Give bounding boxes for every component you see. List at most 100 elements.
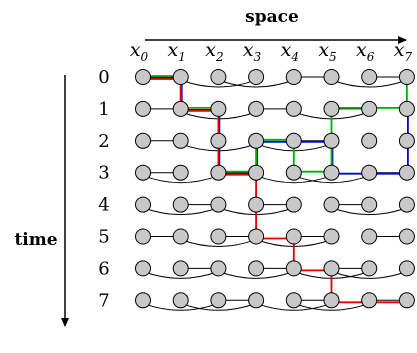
arc-edge	[331, 270, 408, 279]
grid-node	[398, 260, 415, 277]
grid-node	[210, 260, 227, 277]
grid-node	[172, 69, 189, 85]
column-labels: x0 x1 x2 x3 x4 x5 x6 x7	[130, 39, 413, 64]
arc-edge	[218, 270, 294, 279]
grid-node	[398, 100, 415, 117]
arc-edge	[293, 302, 370, 311]
grid-node	[172, 260, 189, 277]
grid-node	[172, 132, 189, 149]
grid-node	[398, 132, 415, 149]
grid-node	[210, 100, 227, 117]
row-label: 1	[98, 99, 109, 120]
grid-node	[323, 132, 340, 149]
row-label: 2	[98, 131, 109, 152]
grid-node	[361, 260, 378, 277]
grid-node	[285, 69, 302, 85]
grid-node	[135, 164, 151, 181]
grid-node	[248, 69, 265, 85]
grid-node	[323, 196, 340, 213]
arc-edge	[331, 79, 408, 88]
row-labels: 0 1 2 3 4 5 6 7	[98, 67, 109, 311]
column-label: x2	[205, 39, 223, 64]
arc-edge	[180, 239, 257, 247]
arc-edge	[142, 270, 219, 279]
grid-node	[172, 196, 189, 213]
grid-node	[135, 228, 151, 245]
arc-edge	[218, 79, 294, 88]
grid-node	[285, 292, 302, 309]
grid-node	[172, 164, 189, 181]
grid-node	[361, 132, 378, 149]
grid-node	[210, 164, 227, 181]
space-axis-title: space	[245, 7, 299, 27]
grid-node	[285, 228, 302, 245]
grid-node	[398, 228, 415, 245]
row-label: 0	[98, 67, 109, 88]
grid-node	[323, 292, 340, 309]
grid-node	[398, 292, 415, 309]
arc-edge	[180, 302, 257, 311]
grid-node	[210, 69, 227, 85]
arc-edge	[255, 302, 332, 311]
blue-path	[144, 77, 409, 175]
grid-node	[361, 292, 378, 309]
grid-node	[210, 228, 227, 245]
grid-node	[323, 100, 340, 117]
grid-node	[398, 164, 415, 181]
grid-node	[323, 69, 340, 85]
grid-node	[172, 228, 189, 245]
time-axis-title: time	[14, 230, 57, 250]
column-label: x5	[318, 39, 336, 64]
grid-node	[323, 228, 340, 245]
grid-node	[135, 132, 151, 149]
arc-edge	[142, 175, 219, 184]
column-label: x0	[130, 39, 149, 64]
grid-node	[172, 292, 189, 309]
row-label: 4	[98, 195, 109, 216]
arc-edge	[142, 207, 219, 216]
arc-edge	[180, 79, 257, 88]
grid-node	[135, 196, 151, 213]
grid-node	[135, 100, 151, 117]
arc-edge	[331, 207, 408, 216]
arc-edge	[142, 302, 219, 311]
column-label: x4	[281, 39, 299, 64]
grid-node	[285, 164, 302, 181]
arc-edge	[293, 175, 370, 184]
grid-node	[361, 228, 378, 245]
row-label: 3	[98, 163, 109, 184]
column-label: x6	[356, 39, 375, 64]
grid-node	[361, 100, 378, 117]
grid-node	[398, 196, 415, 213]
grid-node	[323, 164, 340, 181]
row-label: 6	[98, 258, 109, 279]
grid-node	[172, 100, 189, 117]
grid-node	[248, 292, 265, 309]
grid-node	[285, 132, 302, 149]
grid-node	[210, 292, 227, 309]
grid-node	[248, 196, 265, 213]
grid-node	[248, 132, 265, 149]
grid-node	[135, 260, 151, 277]
grid-node	[361, 196, 378, 213]
grid-node	[398, 69, 415, 85]
grid-node	[285, 196, 302, 213]
column-label: x3	[243, 39, 262, 64]
column-label: x1	[168, 39, 186, 64]
grid-node	[210, 132, 227, 149]
grid-node	[285, 260, 302, 277]
grid-node	[135, 292, 151, 309]
grid-node	[323, 260, 340, 277]
row-label: 7	[98, 290, 109, 311]
grid-node	[248, 260, 265, 277]
grid-node	[248, 228, 265, 245]
arc-edge	[255, 175, 332, 184]
column-label: x7	[394, 39, 413, 64]
grid-node	[285, 100, 302, 117]
nodes-layer	[135, 69, 415, 309]
grid-node	[248, 164, 265, 181]
grid-node	[135, 69, 151, 85]
grid-node	[361, 164, 378, 181]
